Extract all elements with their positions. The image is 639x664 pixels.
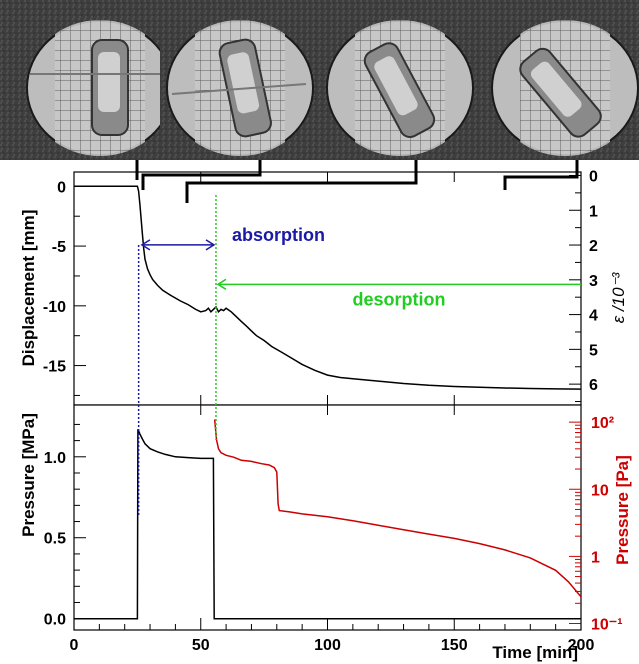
displacement-tick-label: -5 — [52, 239, 66, 256]
photo-panel — [160, 0, 320, 160]
strain-tick-label: 2 — [589, 238, 598, 255]
displacement-series-line — [74, 185, 581, 390]
specimen-fiber — [171, 83, 307, 95]
pressure-mpa-tick-label: 0.5 — [44, 531, 66, 548]
pressure-pa-series-line — [213, 419, 581, 598]
photo-mask — [160, 0, 320, 160]
photo-mask — [320, 0, 480, 160]
strain-tick-label: 4 — [589, 308, 598, 325]
strain-tick-label: 0 — [589, 168, 598, 185]
time-tick-label: 100 — [314, 637, 341, 654]
photo-clamp — [519, 47, 602, 138]
displacement-y-axis-title: Displacement [mm] — [19, 210, 38, 367]
photo-panel — [320, 0, 480, 160]
pressure-pa-tick-label: 1 — [591, 549, 600, 566]
pressure-pa-axis-title: Pressure [Pa] — [613, 455, 632, 565]
time-tick-label: 0 — [70, 637, 79, 654]
pressure-mpa-tick-label: 0.0 — [44, 612, 66, 629]
pressure-pa-tick-label: 10² — [591, 415, 614, 432]
displacement-tick-label: -10 — [43, 299, 66, 316]
strain-tick-label: 5 — [589, 342, 598, 359]
strain-tick-label: 6 — [589, 377, 598, 394]
time-x-axis-title: Time [min] — [492, 643, 578, 662]
photo-mask — [485, 0, 639, 160]
pressure-mpa-tick-label: 1.0 — [44, 450, 66, 467]
displacement-tick-label: -15 — [43, 359, 66, 376]
photo-clamp — [363, 42, 436, 138]
clamp-highlight — [227, 52, 260, 114]
pressure-mpa-axis-title: Pressure [MPa] — [19, 413, 38, 537]
photo-link-bracket — [141, 160, 262, 190]
strain-tick-label: 3 — [589, 273, 598, 290]
absorption-arrowhead-left — [140, 239, 151, 251]
time-tick-label: 200 — [568, 637, 595, 654]
photo-panel — [485, 0, 639, 160]
pressure-pa-tick-label: 10⁻¹ — [591, 616, 623, 633]
photo-link-bracket — [503, 160, 579, 190]
pressure-plot-frame — [73, 404, 582, 631]
displacement-plot-frame — [73, 171, 582, 406]
strain-tick-label: 1 — [589, 203, 598, 220]
displacement-tick-label: 0 — [57, 179, 66, 196]
time-tick-label: 50 — [192, 637, 210, 654]
time-tick-label: 150 — [441, 637, 468, 654]
clamp-highlight — [530, 61, 582, 117]
photo-link-bracket — [185, 160, 418, 203]
clamp-highlight — [98, 52, 120, 112]
desorption-arrowhead — [216, 278, 227, 290]
photo-clamp — [91, 39, 129, 136]
pressure-pa-tick-label: 10 — [591, 482, 609, 499]
absorption-arrowhead-right — [205, 239, 216, 251]
clamp-highlight — [374, 56, 418, 116]
absorption-label: absorption — [232, 225, 325, 245]
desorption-label: desorption — [353, 289, 446, 309]
photo-strip — [0, 0, 639, 160]
strain-y-axis-title: ε /10⁻³ — [609, 271, 628, 323]
photo-panel — [20, 0, 180, 160]
pressure-mpa-series-line — [74, 429, 581, 620]
